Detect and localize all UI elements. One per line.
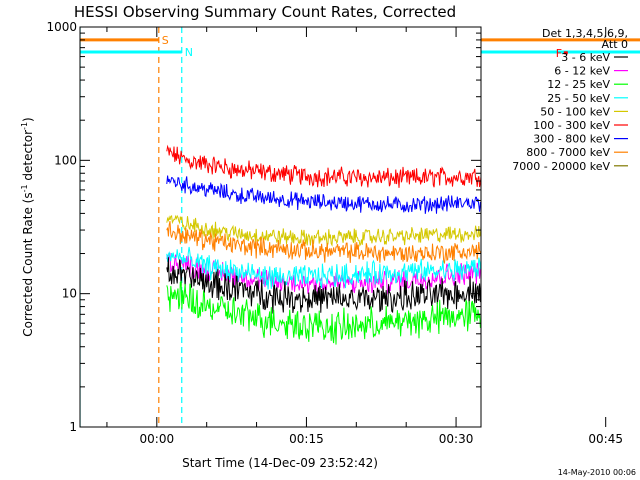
chart-title: HESSI Observing Summary Count Rates, Cor… (74, 3, 456, 21)
x-tick-label: 00:15 (289, 432, 324, 446)
legend-entry-label: 100 - 300 keV (533, 119, 610, 132)
vertical-lines (80, 27, 183, 427)
y-tick-label: 1000 (46, 20, 77, 34)
legend-header: Det 1,3,4,5,6,9, (542, 27, 628, 40)
x-tick-label: 00:30 (439, 432, 474, 446)
series-3-to-6keV (166, 257, 481, 314)
attenuator-flags: S N F (80, 34, 640, 60)
legend-entry-label: 6 - 12 keV (554, 65, 610, 78)
x-tick-label: 00:45 (588, 432, 623, 446)
legend-entry-label: 12 - 25 keV (547, 78, 610, 91)
x-axis-label: Start Time (14-Dec-09 23:52:42) (182, 456, 378, 470)
y-axis: 1 10 100 1000 (46, 20, 481, 434)
legend-entry-label: 3 - 6 keV (561, 51, 610, 64)
y-tick-label: 100 (54, 153, 77, 167)
legend-entry-label: 50 - 100 keV (540, 105, 610, 118)
series-6-to-12keV (166, 252, 481, 296)
legend-entry-label: 300 - 800 keV (533, 133, 610, 146)
series-lines (166, 144, 481, 345)
flag-label-N: N (185, 46, 193, 59)
legend-entry-label: 7000 - 20000 keV (512, 160, 610, 173)
x-tick-label: 00:00 (140, 432, 175, 446)
series-100-to-300keV (166, 144, 481, 188)
flare-marker (563, 51, 568, 55)
plot-frame (79, 26, 482, 428)
series-25-to-50keV (166, 246, 481, 290)
series-300-to-800keV (166, 175, 481, 214)
series-800-to-7000keV (166, 220, 481, 265)
flag-label-S: S (162, 34, 169, 47)
flare-marker-label: F (556, 47, 562, 60)
y-axis-label: Corrected Count Rate (s-1 detector-1) (20, 117, 35, 336)
legend-entry-label: 25 - 50 keV (547, 92, 610, 105)
legend-entry-label: 800 - 7000 keV (526, 146, 610, 159)
y-tick-label: 10 (62, 287, 77, 301)
footer-date: 14-May-2010 00:06 (558, 468, 636, 477)
series-12-to-25keV (166, 280, 481, 345)
legend-header: Att 0 (602, 38, 628, 51)
y-tick-label: 1 (69, 420, 77, 434)
series-50-to-100keV (166, 214, 481, 247)
